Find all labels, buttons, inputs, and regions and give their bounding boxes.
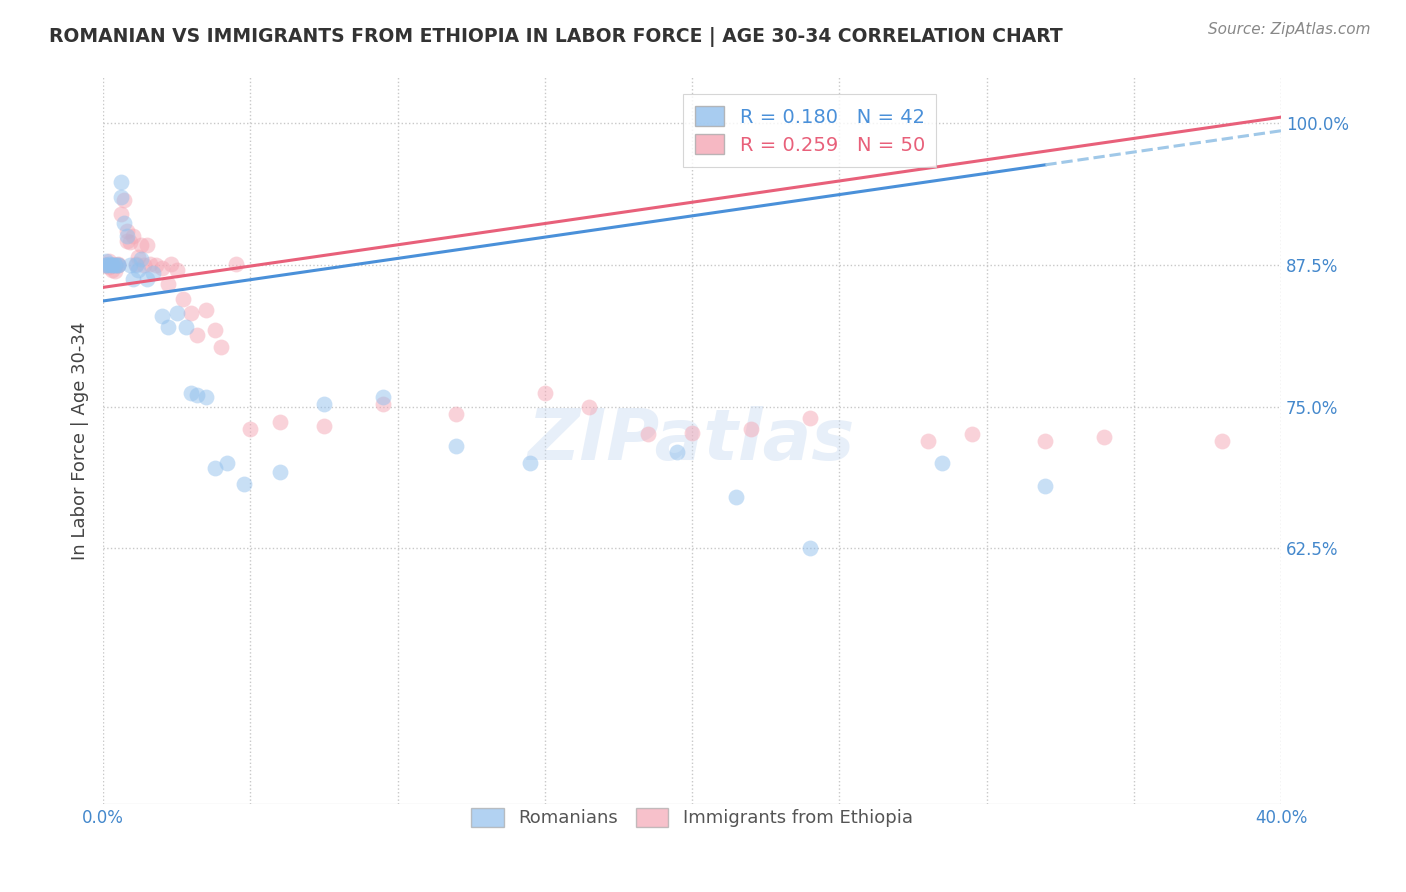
Point	[110, 175, 132, 189]
Point	[1035, 479, 1057, 493]
Point	[681, 425, 703, 440]
Point	[1211, 434, 1233, 448]
Point	[312, 397, 335, 411]
Point	[115, 234, 138, 248]
Point	[446, 439, 468, 453]
Point	[960, 426, 983, 441]
Point	[94, 258, 117, 272]
Point	[166, 306, 188, 320]
Point	[666, 445, 689, 459]
Point	[112, 193, 135, 207]
Point	[101, 263, 124, 277]
Text: ZIPatlas: ZIPatlas	[529, 406, 856, 475]
Point	[118, 235, 141, 249]
Point	[533, 385, 555, 400]
Point	[110, 206, 132, 220]
Point	[180, 385, 202, 400]
Point	[127, 263, 149, 277]
Point	[150, 309, 173, 323]
Point	[799, 410, 821, 425]
Point	[121, 272, 143, 286]
Point	[118, 258, 141, 272]
Point	[112, 216, 135, 230]
Point	[104, 258, 127, 272]
Point	[174, 320, 197, 334]
Point	[145, 258, 167, 272]
Point	[195, 391, 218, 405]
Point	[180, 306, 202, 320]
Point	[98, 254, 121, 268]
Point	[107, 256, 129, 270]
Point	[312, 418, 335, 433]
Point	[134, 258, 156, 272]
Point	[124, 256, 146, 270]
Point	[139, 256, 162, 270]
Point	[204, 460, 226, 475]
Point	[160, 256, 183, 270]
Point	[446, 408, 468, 422]
Point	[269, 466, 291, 480]
Point	[110, 189, 132, 203]
Point	[204, 323, 226, 337]
Point	[150, 261, 173, 276]
Point	[94, 254, 117, 268]
Legend: Romanians, Immigrants from Ethiopia: Romanians, Immigrants from Ethiopia	[464, 801, 920, 835]
Point	[1092, 430, 1115, 444]
Point	[104, 258, 127, 272]
Point	[98, 260, 121, 274]
Point	[156, 277, 179, 291]
Point	[195, 303, 218, 318]
Point	[107, 258, 129, 272]
Point	[98, 256, 121, 270]
Point	[101, 258, 124, 272]
Point	[104, 264, 127, 278]
Point	[101, 258, 124, 272]
Point	[107, 258, 129, 272]
Point	[215, 456, 238, 470]
Point	[94, 258, 117, 272]
Point	[156, 320, 179, 334]
Point	[519, 456, 541, 470]
Point	[94, 258, 117, 272]
Point	[917, 434, 939, 448]
Point	[172, 292, 194, 306]
Point	[115, 224, 138, 238]
Point	[136, 238, 159, 252]
Point	[124, 258, 146, 272]
Point	[136, 272, 159, 286]
Point	[1035, 434, 1057, 448]
Point	[740, 422, 762, 436]
Point	[371, 397, 394, 411]
Point	[225, 256, 247, 270]
Point	[98, 258, 121, 272]
Point	[142, 266, 165, 280]
Y-axis label: In Labor Force | Age 30-34: In Labor Force | Age 30-34	[72, 321, 89, 560]
Text: Source: ZipAtlas.com: Source: ZipAtlas.com	[1208, 22, 1371, 37]
Point	[209, 341, 232, 355]
Point	[233, 476, 256, 491]
Point	[578, 400, 600, 414]
Point	[121, 229, 143, 244]
Point	[131, 238, 153, 252]
Point	[131, 252, 153, 266]
Point	[94, 258, 117, 272]
Point	[637, 426, 659, 441]
Point	[166, 263, 188, 277]
Point	[115, 229, 138, 244]
Point	[104, 258, 127, 272]
Point	[186, 328, 208, 343]
Text: ROMANIAN VS IMMIGRANTS FROM ETHIOPIA IN LABOR FORCE | AGE 30-34 CORRELATION CHAR: ROMANIAN VS IMMIGRANTS FROM ETHIOPIA IN …	[49, 27, 1063, 46]
Point	[186, 388, 208, 402]
Point	[107, 258, 129, 272]
Point	[269, 416, 291, 430]
Point	[799, 541, 821, 556]
Point	[101, 258, 124, 272]
Point	[931, 456, 953, 470]
Point	[371, 391, 394, 405]
Point	[239, 422, 262, 436]
Point	[725, 490, 748, 504]
Point	[127, 250, 149, 264]
